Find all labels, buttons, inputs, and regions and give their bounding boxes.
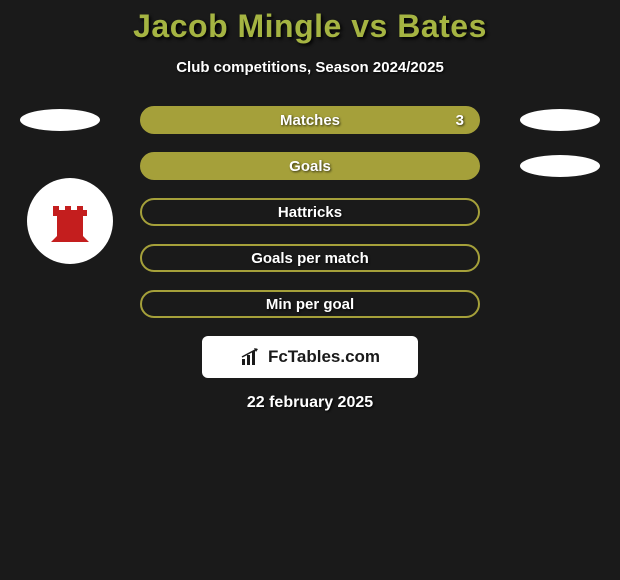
stat-label: Goals per match [251,250,369,267]
stat-pill-hattricks: Hattricks [140,198,480,226]
stat-value-right: 3 [456,112,464,129]
tower-icon [45,200,95,242]
stat-row-min-per-goal: Min per goal [0,290,620,318]
stat-label: Matches [280,112,340,129]
stat-row-matches: Matches 3 [0,106,620,134]
stat-pill-goals-per-match: Goals per match [140,244,480,272]
left-marker-icon [20,109,100,131]
right-marker-icon [520,155,600,177]
stat-label: Goals [289,158,331,175]
right-marker-icon [520,109,600,131]
stat-row-goals: Goals [0,152,620,180]
chart-icon [240,347,262,367]
stat-pill-goals: Goals [140,152,480,180]
subtitle: Club competitions, Season 2024/2025 [0,59,620,76]
stat-pill-min-per-goal: Min per goal [140,290,480,318]
logo-text: FcTables.com [268,347,380,367]
fctables-logo[interactable]: FcTables.com [202,336,418,378]
stat-label: Min per goal [266,296,354,313]
page-title: Jacob Mingle vs Bates [0,0,620,45]
date-label: 22 february 2025 [0,394,620,412]
player-avatar [27,178,113,264]
stat-pill-matches: Matches 3 [140,106,480,134]
stat-label: Hattricks [278,204,342,221]
